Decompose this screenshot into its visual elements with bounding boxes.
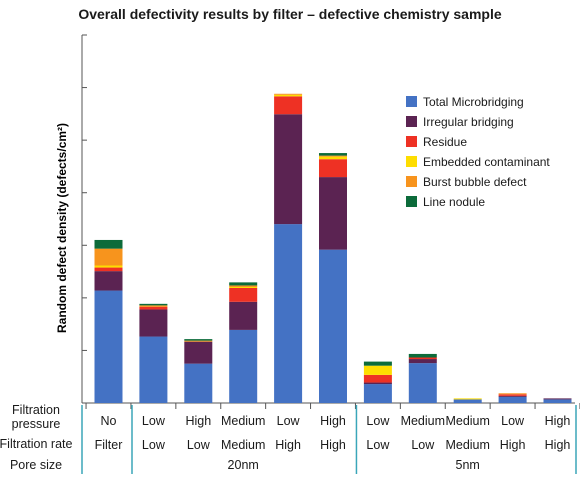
bar-segment <box>229 286 258 288</box>
bar-segment <box>94 265 123 268</box>
pressure-cell: Low <box>366 414 390 428</box>
legend-entry-label: Burst bubble defect <box>423 175 527 189</box>
bar-segment <box>184 363 213 403</box>
legend-entry-label: Irregular bridging <box>423 115 514 129</box>
bar-segment <box>453 398 482 400</box>
bar-plot-area <box>94 93 572 403</box>
bar-segment <box>319 155 347 157</box>
bar-segment <box>139 306 168 310</box>
bar-segment <box>363 384 392 403</box>
legend-swatch <box>406 136 417 147</box>
bar-segment <box>363 374 392 383</box>
pore-size-cell: 20nm <box>228 458 259 472</box>
bar-segment <box>363 365 392 375</box>
bar-segment <box>498 394 527 396</box>
rate-cell: High <box>545 438 571 452</box>
bar-segment <box>94 271 123 291</box>
legend-entry-label: Line nodule <box>423 195 485 209</box>
bar-segment <box>94 248 123 266</box>
legend-swatch <box>406 196 417 207</box>
rate-cell: High <box>320 438 346 452</box>
row-label-filtration-pressure: Filtration pressure <box>12 403 61 431</box>
pressure-cell: High <box>185 414 211 428</box>
bar-segment <box>363 361 392 366</box>
bar-segment <box>229 329 258 403</box>
row-label-pore-size: Pore size <box>10 458 62 472</box>
pressure-cell: Medium <box>401 414 445 428</box>
bar-segment <box>274 93 303 95</box>
pressure-cell: No <box>101 414 117 428</box>
rate-cell: High <box>500 438 526 452</box>
bar-segment <box>139 303 168 306</box>
bar-segment <box>319 177 347 250</box>
legend-entry-label: Total Microbridging <box>423 95 524 109</box>
bar-segment <box>184 341 213 364</box>
bar-segment <box>453 399 482 403</box>
bar-segment <box>229 301 258 330</box>
pressure-cell: Medium <box>221 414 265 428</box>
bar-segment <box>94 290 123 403</box>
rate-cell: Low <box>142 438 166 452</box>
chart-title: Overall defectivity results by filter – … <box>78 6 502 22</box>
bar-segment <box>319 249 347 403</box>
bar-segment <box>229 282 258 286</box>
bar-segment <box>274 94 303 97</box>
bar-segment <box>94 239 123 249</box>
pressure-cell: High <box>545 414 571 428</box>
legend-entry-label: Embedded contaminant <box>423 155 550 169</box>
bar-segment <box>274 114 303 225</box>
bar-segment <box>229 285 258 287</box>
pressure-cell: Medium <box>445 414 489 428</box>
bar-segment <box>139 309 168 337</box>
bar-segment <box>229 288 258 302</box>
rate-cell: Medium <box>445 438 489 452</box>
bar-segment <box>319 159 347 178</box>
bar-segment <box>408 353 437 358</box>
bar-segment <box>363 382 392 385</box>
rate-cell: High <box>275 438 301 452</box>
pressure-cell: Low <box>277 414 301 428</box>
bar-segment <box>498 393 527 395</box>
legend-swatch <box>406 156 417 167</box>
y-axis-label: Random defect density (defects/cm²) <box>55 123 69 333</box>
pressure-cell: Low <box>501 414 525 428</box>
bar-segment <box>139 305 168 307</box>
rate-cell: Low <box>411 438 435 452</box>
legend-swatch <box>406 116 417 127</box>
chart-legend: Total Microbridging Irregular bridging Res… <box>406 95 550 209</box>
bar-segment <box>319 153 347 156</box>
bar-segment <box>184 339 213 341</box>
bar-segment <box>94 267 123 272</box>
legend-swatch <box>406 96 417 107</box>
bar-segment <box>543 398 572 400</box>
bar-segment <box>543 399 572 403</box>
legend-entry-label: Residue <box>423 135 467 149</box>
pressure-cell: High <box>320 414 346 428</box>
bar-segment <box>139 336 168 403</box>
bar-segment <box>184 340 213 342</box>
rate-cell: Low <box>187 438 211 452</box>
rate-cell: Filter <box>95 438 123 452</box>
bar-segment <box>274 224 303 403</box>
bar-segment <box>498 396 527 403</box>
bar-segment <box>498 395 527 397</box>
rate-cell: Low <box>366 438 390 452</box>
pore-size-cell: 5nm <box>456 458 480 472</box>
row-label-filtration-rate: Filtration rate <box>0 437 73 451</box>
bar-segment <box>408 357 437 360</box>
legend-swatch <box>406 176 417 187</box>
bar-segment <box>408 363 437 403</box>
pressure-cell: Low <box>142 414 166 428</box>
bar-segment <box>408 359 437 364</box>
bar-segment <box>274 96 303 115</box>
bar-segment <box>319 156 347 160</box>
rate-cell: Medium <box>221 438 265 452</box>
category-table: Filtration pressure Filtration rate Pore si… <box>0 403 580 474</box>
